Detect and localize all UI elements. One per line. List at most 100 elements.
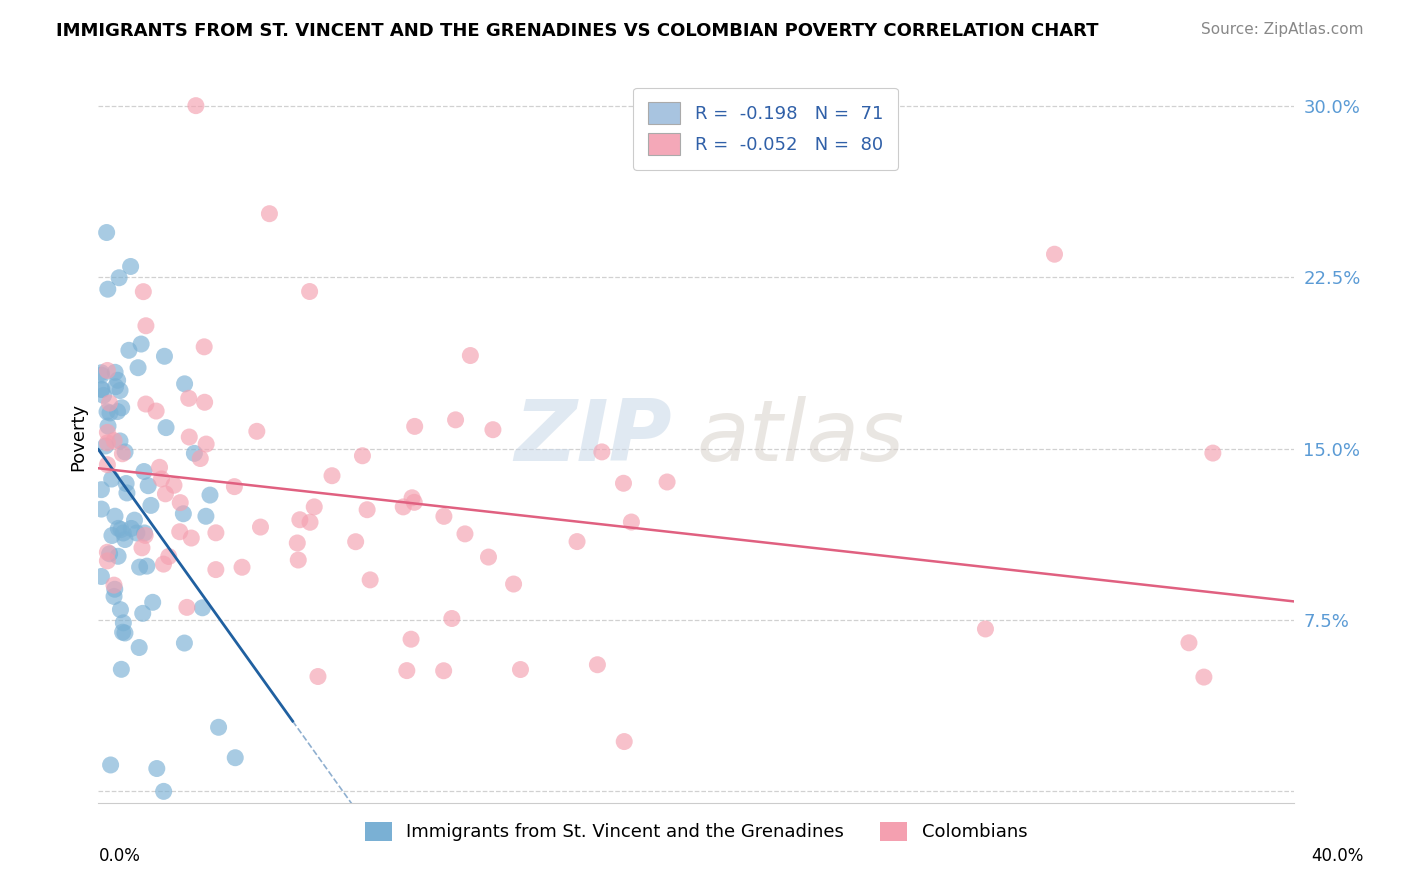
Point [132,607,155,621]
Text: IMMIGRANTS FROM ST. VINCENT AND THE GRENADINES VS COLOMBIAN POVERTY CORRELATION : IMMIGRANTS FROM ST. VINCENT AND THE GREN… [56,22,1098,40]
Point [98,396,121,410]
Point [188,451,211,466]
Point [155,487,177,501]
Point [96,458,118,472]
Point [96,405,118,419]
Point [565,534,588,549]
Point [146,762,169,776]
Point [136,479,159,493]
Point [395,664,418,678]
Point [100,472,122,486]
Point [148,460,170,475]
Point [198,488,221,502]
Point [145,404,167,418]
Point [111,447,134,461]
Point [96,363,118,377]
Point [392,500,415,514]
Point [132,465,155,479]
Point [205,525,228,540]
Point [344,534,367,549]
Point [509,663,531,677]
Point [152,784,174,798]
Point [1202,446,1225,460]
Point [128,560,150,574]
Point [104,582,127,597]
Point [97,419,120,434]
Point [433,509,456,524]
Point [163,478,186,492]
Point [101,528,124,542]
Legend: Immigrants from St. Vincent and the Grenadines, Colombians: Immigrants from St. Vincent and the Gren… [357,814,1035,848]
Point [132,285,155,299]
Point [299,516,322,530]
Point [191,600,214,615]
Point [620,515,643,529]
Point [224,480,246,494]
Point [194,509,217,524]
Point [131,541,153,555]
Point [586,657,609,672]
Point [114,533,136,547]
Point [90,502,112,516]
Point [107,404,129,418]
Point [440,611,463,625]
Point [176,600,198,615]
Point [120,260,142,274]
Point [112,526,135,541]
Point [352,449,374,463]
Point [108,434,131,448]
Point [96,545,118,559]
Point [96,226,118,240]
Point [127,360,149,375]
Point [98,547,121,561]
Point [288,513,311,527]
Point [134,528,156,542]
Point [114,445,136,459]
Point [591,445,613,459]
Point [93,388,115,402]
Point [96,425,118,440]
Point [107,373,129,387]
Point [112,615,135,630]
Point [179,430,201,444]
Point [285,536,308,550]
Point [401,491,423,505]
Point [356,502,378,516]
Point [103,434,125,448]
Point [454,527,477,541]
Point [111,625,134,640]
Point [135,559,157,574]
Point [399,632,422,647]
Point [169,524,191,539]
Point [1178,636,1201,650]
Text: ZIP: ZIP [515,395,672,479]
Point [107,549,129,564]
Point [150,472,173,486]
Point [444,413,467,427]
Text: Source: ZipAtlas.com: Source: ZipAtlas.com [1201,22,1364,37]
Point [298,285,321,299]
Point [183,446,205,460]
Text: 40.0%: 40.0% [1312,847,1364,865]
Point [231,560,253,574]
Point [155,420,177,434]
Point [307,669,329,683]
Point [120,521,142,535]
Point [195,437,218,451]
Point [104,509,127,524]
Point [482,423,505,437]
Text: atlas: atlas [696,395,904,479]
Point [249,520,271,534]
Point [110,662,132,676]
Y-axis label: Poverty: Poverty [69,403,87,471]
Point [974,622,997,636]
Point [205,563,228,577]
Point [612,476,634,491]
Point [180,531,202,545]
Point [433,664,456,678]
Point [108,384,131,398]
Point [655,475,678,489]
Point [110,523,132,537]
Point [359,573,381,587]
Point [184,98,207,112]
